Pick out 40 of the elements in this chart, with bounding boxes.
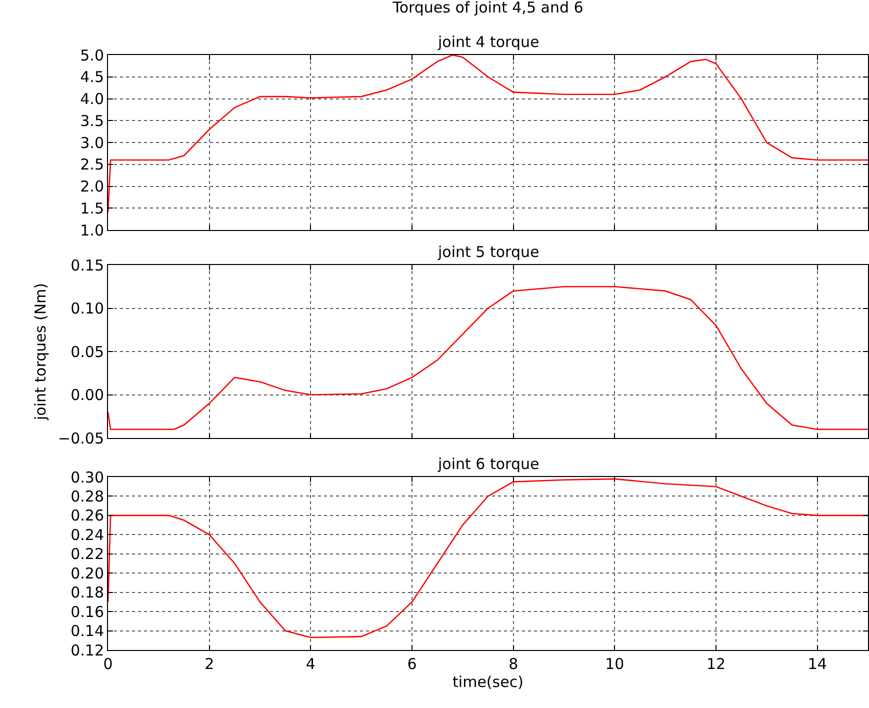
y-tick-label: 3.0 xyxy=(80,134,104,152)
chart-title: joint 6 torque xyxy=(437,455,540,473)
chart-title: Torques of joint 4,5 and 6 xyxy=(392,0,584,16)
y-tick-label: 2.5 xyxy=(80,156,104,174)
y-tick-label: 0.15 xyxy=(70,256,104,274)
line-series xyxy=(108,55,868,214)
y-tick-label: 0.12 xyxy=(70,641,104,660)
y-tick-label: 0.18 xyxy=(70,584,104,602)
y-tick-label: 0.16 xyxy=(70,602,104,621)
y-tick-label: 0.20 xyxy=(70,564,104,582)
y-tick-label: 0.30 xyxy=(70,468,104,486)
x-tick-label: 14 xyxy=(808,655,827,673)
x-tick-label: 10 xyxy=(605,655,624,673)
y-tick-label: 0.10 xyxy=(70,300,104,318)
x-tick-label: 12 xyxy=(706,655,726,673)
chart-title: joint 5 torque xyxy=(437,243,540,261)
y-tick-label: 0.24 xyxy=(70,526,104,544)
y-tick-label: 0.22 xyxy=(70,545,104,564)
x-tick-label: 4 xyxy=(306,655,316,673)
y-tick-label: 1.5 xyxy=(80,199,104,218)
y-tick-label: 0.14 xyxy=(70,622,104,640)
x-axis-title: time(sec) xyxy=(452,673,524,691)
line-series xyxy=(108,286,868,430)
y-tick-label: 0.05 xyxy=(70,342,104,361)
y-tick-label: 1.0 xyxy=(80,221,104,240)
x-tick-label: 2 xyxy=(204,655,214,673)
y-tick-label: 4.5 xyxy=(80,68,104,86)
y-tick-label: 0.28 xyxy=(70,487,104,506)
x-tick-label: 8 xyxy=(508,655,518,673)
y-tick-label: −0.05 xyxy=(58,429,104,448)
x-tick-label: 0 xyxy=(103,655,113,673)
y-tick-label: 2.0 xyxy=(80,178,104,196)
y-tick-label: 4.0 xyxy=(80,90,104,108)
y-tick-label: 5.0 xyxy=(80,46,104,64)
y-tick-label: 0.00 xyxy=(70,386,104,404)
chart-subtitle: joint 4 torque xyxy=(437,33,540,51)
y-axis-title: joint torques (Nm) xyxy=(31,282,50,422)
x-tick-label: 6 xyxy=(407,655,417,673)
y-tick-label: 0.26 xyxy=(70,506,104,525)
y-tick-label: 3.5 xyxy=(80,112,104,130)
